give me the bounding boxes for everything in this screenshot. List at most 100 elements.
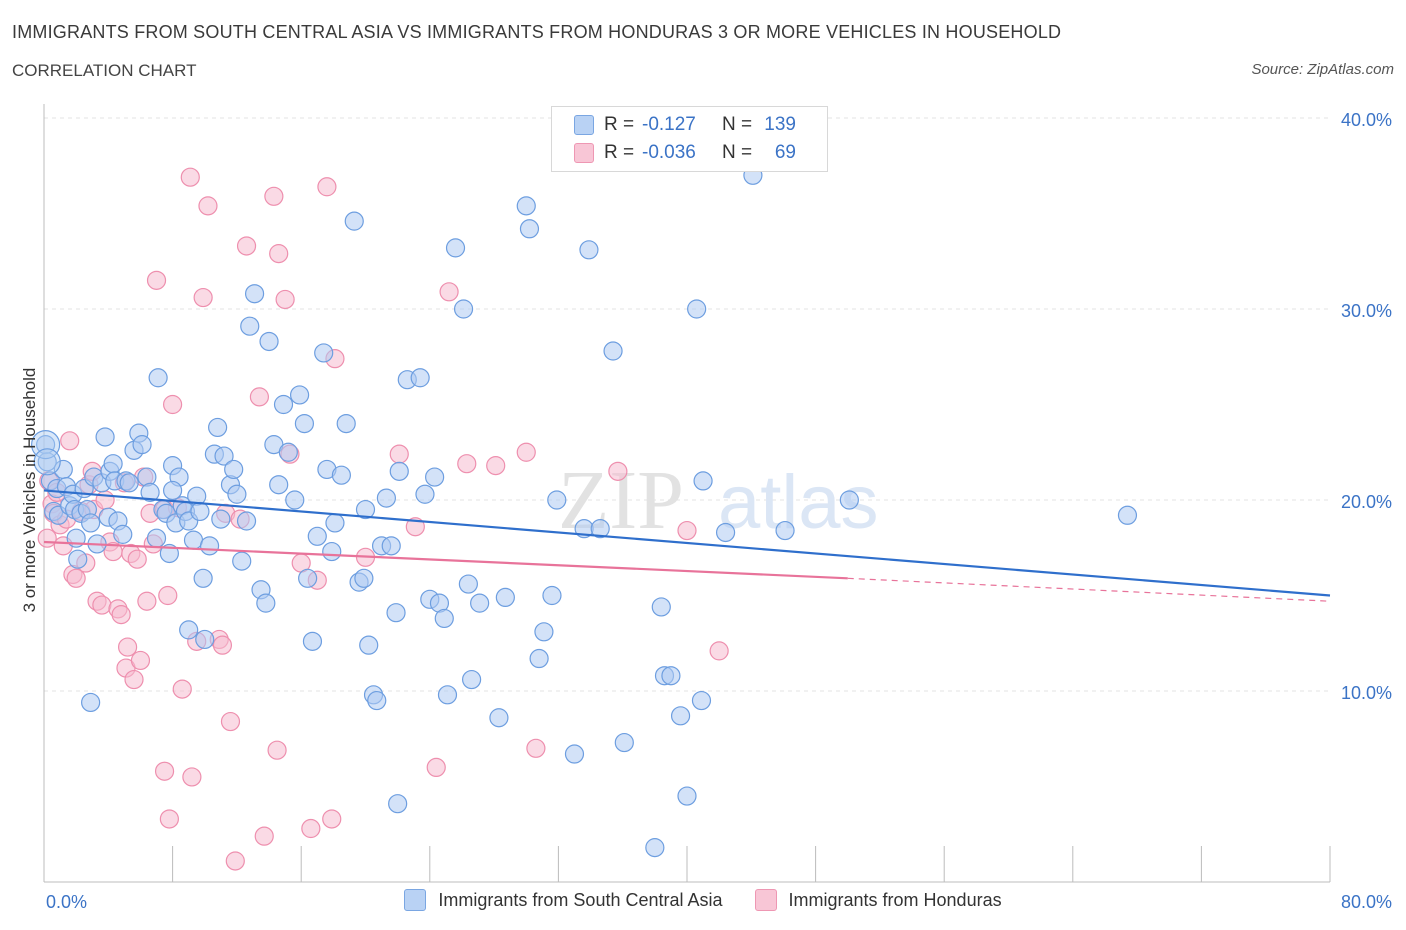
south-central-asia-point (68, 549, 88, 569)
south-central-asia-point (579, 240, 599, 260)
south-central-asia-point (529, 648, 549, 669)
south-central-asia-point (289, 385, 310, 405)
honduras-point (301, 818, 321, 839)
south-central-asia-point (715, 522, 736, 543)
south-central-asia-point (354, 568, 374, 588)
honduras-point (439, 282, 459, 302)
honduras-point (486, 456, 506, 476)
south-central-asia-point (314, 343, 334, 363)
y-tick-label: 20.0% (1341, 492, 1392, 512)
south-central-asia-point (651, 597, 671, 617)
south-central-asia-point (208, 417, 228, 438)
south-central-asia-point (367, 690, 387, 711)
south-central-asia-point (425, 467, 445, 487)
south-central-asia-point (470, 593, 490, 613)
honduras-point (212, 635, 233, 655)
south-central-asia-point (516, 196, 536, 216)
south-central-asia-point (285, 490, 305, 510)
honduras-point (709, 641, 729, 661)
legend-row-blue: R = -0.127 N = 139 (574, 113, 796, 137)
honduras-point (127, 549, 147, 569)
series-legend-item-blue[interactable]: Immigrants from South Central Asia (404, 889, 723, 911)
honduras-point (124, 669, 144, 690)
legend-row-pink: R = -0.036 N = 69 (574, 141, 796, 165)
south-central-asia-point (461, 669, 482, 690)
south-central-asia-point (693, 471, 713, 491)
south-central-asia-point (331, 465, 351, 485)
honduras-point (92, 595, 112, 615)
honduras-point (66, 568, 86, 588)
honduras-point (198, 196, 218, 216)
south-central-asia-point (590, 519, 610, 539)
series-label-blue: Immigrants from South Central Asia (438, 889, 723, 910)
honduras-point (146, 270, 167, 290)
south-central-asia-point (410, 368, 430, 388)
legend-n-value: 139 (764, 114, 796, 135)
south-central-asia-point (140, 482, 160, 502)
south-central-asia-point (214, 446, 234, 466)
south-central-asia-point (691, 690, 712, 711)
legend-swatch-pink (574, 143, 594, 163)
pink-trendline-extension (847, 577, 1331, 602)
honduras-point (269, 244, 289, 264)
x-tick-label-min: 0.0% (46, 892, 87, 912)
south-central-asia-point (376, 488, 396, 508)
south-central-asia-point (199, 536, 220, 556)
south-central-asia-point (325, 513, 345, 533)
south-central-asia-point (256, 593, 276, 613)
south-central-asia-point (542, 585, 562, 606)
south-central-asia-point (434, 608, 454, 629)
south-central-asia-point (564, 744, 585, 764)
chart-title: IMMIGRANTS FROM SOUTH CENTRAL ASIA VS IM… (12, 22, 1062, 42)
south-central-asia-point (437, 685, 458, 705)
honduras-point (60, 431, 80, 451)
south-central-asia-point (298, 568, 318, 588)
south-central-asia-point (33, 448, 61, 476)
gridlines (44, 117, 1330, 692)
south-central-asia-point (81, 513, 101, 533)
south-central-asia-point (519, 219, 540, 239)
south-central-asia-point (273, 394, 294, 415)
honduras-point (526, 738, 546, 758)
trendlines (43, 489, 1331, 602)
honduras-point (275, 289, 295, 310)
honduras-point (137, 591, 157, 611)
axes (43, 104, 1331, 883)
legend-n-label: N = (722, 114, 753, 135)
south-central-asia-point (489, 708, 509, 728)
south-central-asia-point (193, 568, 213, 588)
correlation-legend: R = -0.127 N = 139 R = -0.036 N = 69 (551, 106, 828, 172)
south-central-asia-point (232, 551, 252, 571)
south-central-asia-point (534, 622, 554, 642)
honduras-point (154, 761, 175, 781)
tick-labels: 10.0% 20.0% 30.0% 40.0% 0.0% 80.0% (46, 110, 1392, 912)
series-legend-item-pink[interactable]: Immigrants from Honduras (754, 889, 1002, 911)
south-central-asia-point (547, 490, 567, 510)
south-central-asia-point (355, 499, 376, 520)
honduras-point (111, 604, 131, 625)
south-central-asia-point (344, 211, 364, 231)
south-central-asia-point (322, 541, 342, 562)
y-tick-label: 30.0% (1341, 301, 1392, 321)
legend-n-label: N = (722, 142, 753, 163)
south-central-asia-point (95, 427, 115, 447)
south-central-asia-point (661, 666, 681, 686)
south-central-asia-point (195, 629, 215, 650)
south-central-asia-point (381, 536, 401, 556)
south-central-asia-point (445, 238, 466, 258)
honduras-point (117, 637, 138, 657)
legend-r-value: -0.036 (642, 142, 696, 163)
series-swatch-blue (404, 889, 427, 911)
honduras-point (225, 851, 245, 871)
south-central-asia-point (388, 794, 408, 814)
south-central-asia-point (113, 524, 133, 544)
south-central-asia-point (359, 635, 379, 655)
honduras-point (516, 442, 536, 462)
south-central-asia-point (81, 692, 101, 713)
source-label: Source: ZipAtlas.com (1251, 61, 1394, 78)
honduras-point (389, 444, 409, 464)
south-central-asia-point (132, 435, 152, 455)
y-tick-label: 40.0% (1341, 110, 1392, 130)
blue-trendline (43, 489, 1331, 597)
